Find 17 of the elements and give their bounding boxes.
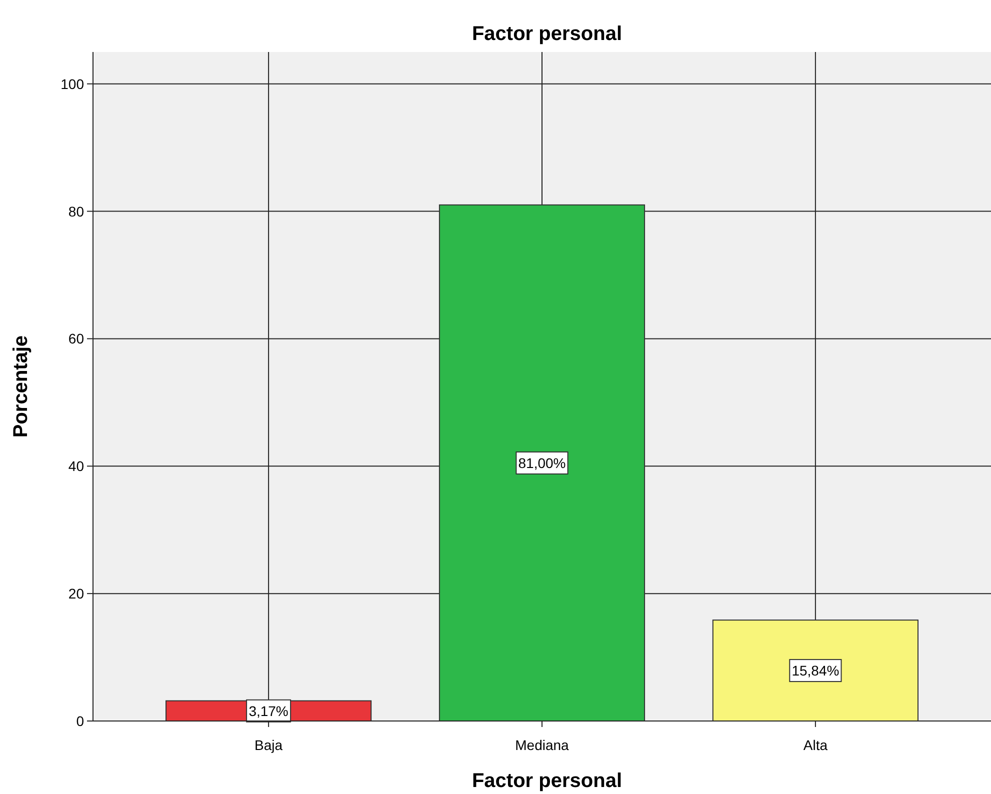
x-axis-title: Factor personal — [472, 770, 622, 792]
y-tick-label: 80 — [68, 203, 84, 220]
y-tick-label: 100 — [60, 76, 84, 92]
x-tick-label: Alta — [803, 737, 828, 753]
bar — [438, 204, 646, 722]
y-tick-label: 40 — [68, 458, 84, 474]
data-label: 15,84% — [792, 662, 840, 679]
x-tick-label: Mediana — [515, 737, 570, 753]
y-axis-title: Porcentaje — [10, 335, 32, 438]
chart-title: Factor personal — [472, 23, 622, 45]
y-tick-label: 60 — [68, 330, 84, 347]
y-tick-label: 0 — [76, 713, 84, 729]
x-tick-label: Baja — [254, 737, 283, 753]
data-label: 81,00% — [518, 454, 566, 471]
data-label: 3,17% — [248, 702, 288, 719]
bar — [712, 620, 918, 722]
y-tick-label: 20 — [68, 586, 84, 602]
